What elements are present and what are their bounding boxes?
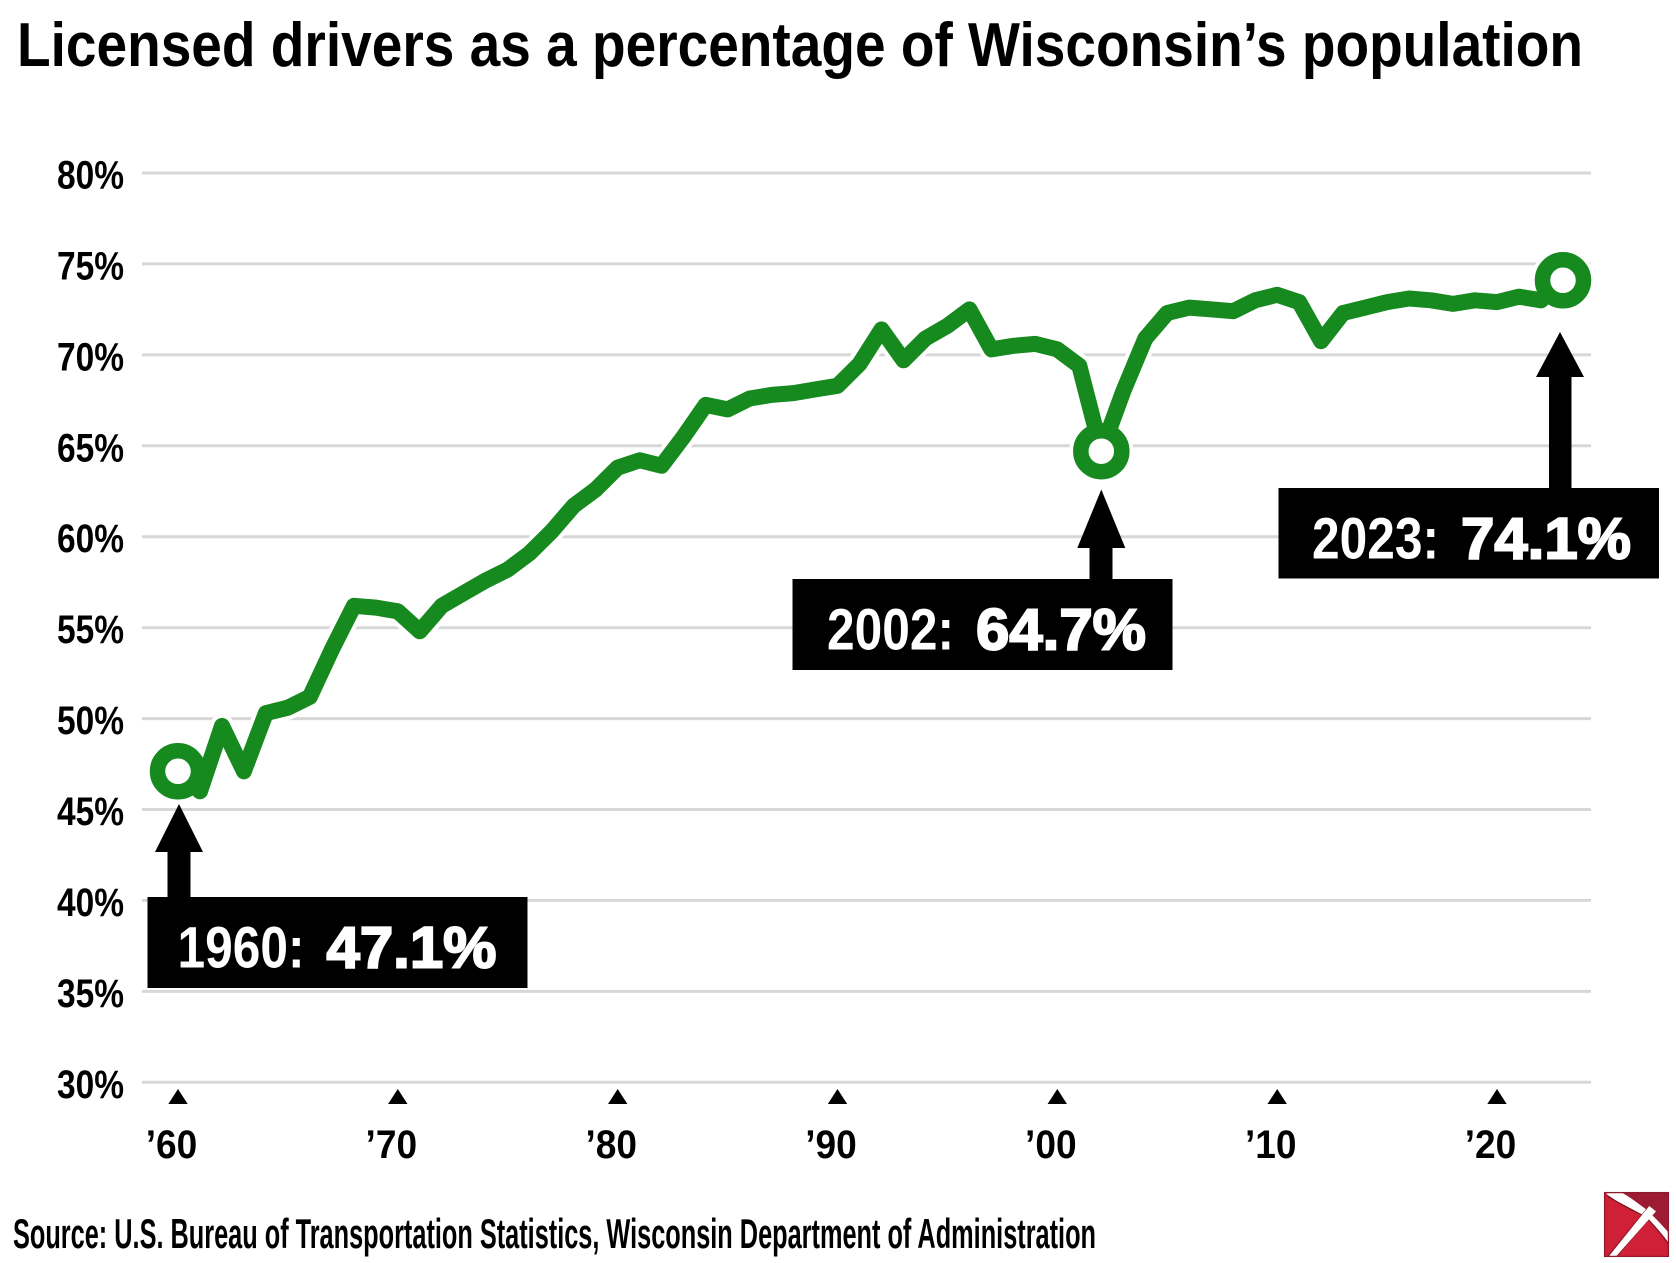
svg-text:75%: 75% (57, 244, 124, 288)
svg-text:’20: ’20 (1465, 1123, 1517, 1167)
svg-text:64.7%: 64.7% (976, 598, 1146, 663)
svg-text:35%: 35% (57, 972, 124, 1016)
svg-text:1960:: 1960: (178, 916, 305, 981)
svg-text:47.1%: 47.1% (327, 916, 497, 981)
svg-text:40%: 40% (57, 881, 124, 925)
svg-text:’80: ’80 (585, 1123, 637, 1167)
svg-text:’60: ’60 (146, 1123, 198, 1167)
svg-text:50%: 50% (57, 699, 124, 743)
svg-text:’70: ’70 (366, 1123, 418, 1167)
svg-text:2002:: 2002: (827, 598, 954, 663)
svg-text:60%: 60% (57, 517, 124, 561)
svg-text:55%: 55% (57, 608, 124, 652)
svg-text:80%: 80% (57, 154, 124, 198)
svg-text:Source: U.S. Bureau of Transpo: Source: U.S. Bureau of Transportation St… (13, 1210, 1096, 1257)
svg-text:70%: 70% (57, 335, 124, 379)
svg-text:’00: ’00 (1025, 1123, 1077, 1167)
svg-text:2023:: 2023: (1312, 507, 1439, 572)
svg-text:65%: 65% (57, 426, 124, 470)
svg-text:Licensed drivers as a percenta: Licensed drivers as a percentage of Wisc… (17, 11, 1583, 80)
svg-text:’10: ’10 (1245, 1123, 1297, 1167)
svg-text:’90: ’90 (805, 1123, 857, 1167)
svg-text:45%: 45% (57, 790, 124, 834)
svg-text:74.1%: 74.1% (1461, 507, 1631, 572)
svg-text:30%: 30% (57, 1063, 124, 1107)
